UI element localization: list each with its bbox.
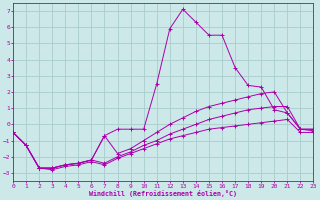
X-axis label: Windchill (Refroidissement éolien,°C): Windchill (Refroidissement éolien,°C) <box>89 190 237 197</box>
